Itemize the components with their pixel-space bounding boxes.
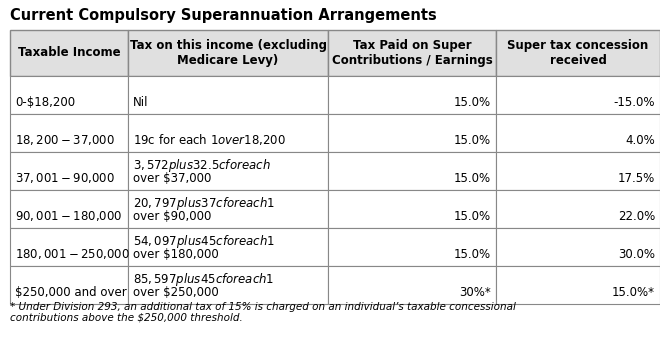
Text: $250,000 and over: $250,000 and over: [15, 286, 127, 299]
Bar: [496, 30, 660, 76]
Bar: [328, 190, 496, 228]
Text: contributions above the $250,000 threshold.: contributions above the $250,000 thresho…: [10, 313, 243, 323]
Text: 22.0%: 22.0%: [618, 210, 655, 223]
Text: over $250,000: over $250,000: [133, 286, 218, 299]
Bar: [496, 76, 660, 114]
Bar: [328, 152, 496, 190]
Text: over $180,000: over $180,000: [133, 248, 218, 261]
Bar: [10, 190, 128, 228]
Text: $85,597 plus 45c for each $1: $85,597 plus 45c for each $1: [133, 271, 275, 288]
Bar: [10, 114, 128, 152]
Bar: [10, 152, 128, 190]
Text: over $90,000: over $90,000: [133, 210, 211, 223]
Text: over $37,000: over $37,000: [133, 172, 211, 185]
Text: Super tax concession
received: Super tax concession received: [508, 39, 649, 67]
Bar: [10, 30, 128, 76]
Bar: [128, 228, 328, 266]
Text: 15.0%: 15.0%: [454, 96, 491, 109]
Text: 30.0%: 30.0%: [618, 248, 655, 261]
Text: $20,797 plus 37c for each $1: $20,797 plus 37c for each $1: [133, 195, 275, 212]
Text: 30%*: 30%*: [459, 286, 491, 299]
Bar: [328, 266, 496, 304]
Bar: [496, 228, 660, 266]
Bar: [128, 190, 328, 228]
Text: $54,097 plus 45c for each $1: $54,097 plus 45c for each $1: [133, 233, 275, 250]
Bar: [328, 228, 496, 266]
Bar: [496, 190, 660, 228]
Text: 15.0%: 15.0%: [454, 134, 491, 147]
Bar: [496, 152, 660, 190]
Text: $180,001-$250,000: $180,001-$250,000: [15, 247, 130, 261]
Bar: [128, 114, 328, 152]
Text: Nil: Nil: [133, 96, 149, 109]
Text: Current Compulsory Superannuation Arrangements: Current Compulsory Superannuation Arrang…: [10, 8, 437, 23]
Text: 15.0%*: 15.0%*: [612, 286, 655, 299]
Bar: [496, 266, 660, 304]
Text: 19c for each $1 over $18,200: 19c for each $1 over $18,200: [133, 132, 286, 147]
Bar: [128, 76, 328, 114]
Text: $18,200-$37,000: $18,200-$37,000: [15, 133, 115, 147]
Text: -15.0%: -15.0%: [614, 96, 655, 109]
Text: $3,572 plus 32.5c for each $: $3,572 plus 32.5c for each $: [133, 157, 271, 174]
Text: 15.0%: 15.0%: [454, 172, 491, 185]
Text: $90,001-$180,000: $90,001-$180,000: [15, 209, 123, 223]
Text: 0-$18,200: 0-$18,200: [15, 96, 75, 109]
Text: $37,001-$90,000: $37,001-$90,000: [15, 171, 115, 185]
Bar: [10, 76, 128, 114]
Text: Tax Paid on Super
Contributions / Earnings: Tax Paid on Super Contributions / Earnin…: [331, 39, 492, 67]
Bar: [10, 228, 128, 266]
Text: 15.0%: 15.0%: [454, 248, 491, 261]
Bar: [328, 30, 496, 76]
Bar: [128, 152, 328, 190]
Text: 15.0%: 15.0%: [454, 210, 491, 223]
Text: * Under Division 293, an additional tax of 15% is charged on an individual’s tax: * Under Division 293, an additional tax …: [10, 302, 516, 312]
Bar: [128, 30, 328, 76]
Bar: [10, 266, 128, 304]
Text: Taxable Income: Taxable Income: [18, 47, 120, 60]
Text: 17.5%: 17.5%: [618, 172, 655, 185]
Bar: [328, 76, 496, 114]
Text: Tax on this income (excluding
Medicare Levy): Tax on this income (excluding Medicare L…: [129, 39, 327, 67]
Text: 4.0%: 4.0%: [625, 134, 655, 147]
Bar: [328, 114, 496, 152]
Bar: [496, 114, 660, 152]
Bar: [128, 266, 328, 304]
